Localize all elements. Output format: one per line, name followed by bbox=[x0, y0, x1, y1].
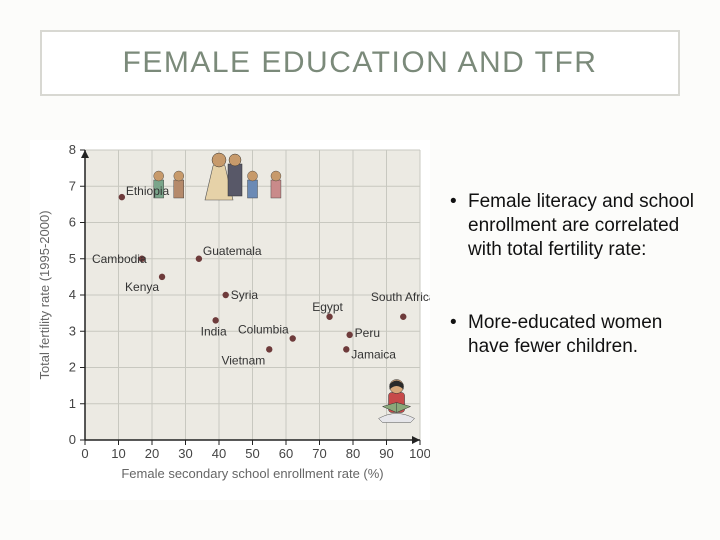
data-point bbox=[343, 346, 349, 352]
data-point bbox=[346, 332, 352, 338]
x-tick: 70 bbox=[312, 446, 326, 461]
point-label: Ethiopia bbox=[126, 184, 170, 198]
data-point bbox=[159, 274, 165, 280]
y-axis-label: Total fertility rate (1995-2000) bbox=[37, 210, 52, 379]
data-point bbox=[223, 292, 229, 298]
point-label: Columbia bbox=[238, 323, 289, 337]
slide: FEMALE EDUCATION AND TFR Ethiopia Cambodi… bbox=[0, 0, 720, 540]
y-tick: 5 bbox=[69, 251, 76, 266]
x-tick: 20 bbox=[145, 446, 159, 461]
x-tick: 30 bbox=[178, 446, 192, 461]
title-box: FEMALE EDUCATION AND TFR bbox=[40, 30, 680, 96]
data-point bbox=[119, 194, 125, 200]
y-tick: 0 bbox=[69, 432, 76, 447]
point-label: Syria bbox=[231, 288, 259, 302]
point-label: India bbox=[201, 324, 227, 338]
point-label: Peru bbox=[355, 326, 380, 340]
y-tick: 1 bbox=[69, 396, 76, 411]
scatter-chart: Ethiopia Cambodia Kenya Guatemala Syria India… bbox=[30, 140, 430, 500]
point-label: South Africa bbox=[371, 290, 430, 304]
data-point bbox=[326, 314, 332, 320]
x-tick: 80 bbox=[346, 446, 360, 461]
point-label: Cambodia bbox=[92, 252, 147, 266]
point-label: Guatemala bbox=[203, 244, 262, 258]
data-point bbox=[212, 317, 218, 323]
data-point bbox=[196, 256, 202, 262]
y-tick: 6 bbox=[69, 215, 76, 230]
bullet-list: Female literacy and school enrollment ar… bbox=[450, 190, 700, 409]
bullet-1: Female literacy and school enrollment ar… bbox=[450, 190, 700, 261]
point-label: Vietnam bbox=[221, 353, 265, 367]
x-tick: 50 bbox=[245, 446, 259, 461]
bullet-2: More-educated women have fewer children. bbox=[450, 311, 700, 359]
x-tick: 90 bbox=[379, 446, 393, 461]
point-label: Kenya bbox=[125, 280, 159, 294]
x-tick: 60 bbox=[279, 446, 293, 461]
slide-title: FEMALE EDUCATION AND TFR bbox=[123, 46, 598, 80]
y-tick: 3 bbox=[69, 323, 76, 338]
y-tick: 7 bbox=[69, 178, 76, 193]
data-point bbox=[400, 314, 406, 320]
x-axis-label: Female secondary school enrollment rate … bbox=[121, 466, 383, 481]
chart-svg: Ethiopia Cambodia Kenya Guatemala Syria India… bbox=[30, 140, 430, 500]
y-tick: 2 bbox=[69, 360, 76, 375]
x-tick: 100 bbox=[409, 446, 430, 461]
point-label: Jamaica bbox=[351, 347, 396, 361]
y-tick: 8 bbox=[69, 142, 76, 157]
x-tick: 40 bbox=[212, 446, 226, 461]
x-tick: 0 bbox=[81, 446, 88, 461]
y-tick: 4 bbox=[69, 287, 76, 302]
point-label: Egypt bbox=[312, 300, 343, 314]
x-tick: 10 bbox=[111, 446, 125, 461]
data-point bbox=[290, 335, 296, 341]
data-point bbox=[266, 346, 272, 352]
